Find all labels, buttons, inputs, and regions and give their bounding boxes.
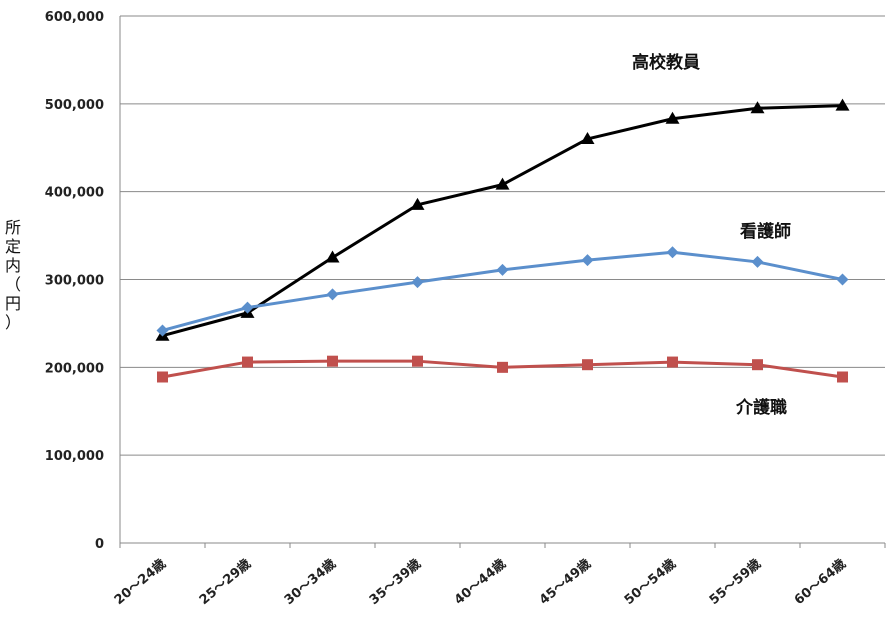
data-point (581, 254, 594, 267)
y-axis-label-char: （ (4, 275, 21, 294)
y-tick-label: 300,000 (45, 274, 104, 289)
series-line (162, 104, 843, 338)
data-point (156, 324, 169, 337)
x-tick-label: 45～49歳 (536, 556, 594, 608)
y-axis-label: 所定内（円） (2, 218, 24, 332)
x-tick-label: 30～34歳 (281, 556, 339, 608)
data-point (837, 371, 848, 383)
x-tick-label: 25～29歳 (196, 556, 254, 608)
data-point (327, 355, 338, 367)
y-tick-label: 100,000 (45, 449, 104, 464)
series-group (155, 98, 850, 383)
data-point (835, 98, 850, 111)
data-point (157, 371, 168, 383)
y-axis-label-char: 所 (4, 218, 21, 237)
data-point (836, 273, 849, 286)
series-labels: 高校教員 看護師 介護職 (632, 52, 791, 418)
y-tick-labels: 0 100,000 200,000 300,000 400,000 500,000 600,… (45, 10, 104, 552)
x-tick-label: 35～39歳 (366, 556, 424, 608)
data-point (411, 276, 424, 289)
y-axis-label-char: 内 (4, 256, 21, 275)
x-tick-label: 50～54歳 (621, 556, 679, 608)
data-point (412, 355, 423, 367)
series-label-nurse: 看護師 (739, 221, 791, 242)
series-label-care: 介護職 (735, 397, 787, 418)
data-point (665, 111, 680, 124)
x-tick-labels: 20～24歳 25～29歳 30～34歳 35～39歳 40～44歳 45～49歳 50～5… (111, 543, 886, 608)
data-point (752, 359, 763, 371)
data-point (667, 356, 678, 368)
data-point (496, 263, 509, 276)
y-tick-label: 500,000 (45, 98, 104, 113)
x-tick-label: 20～24歳 (111, 556, 169, 608)
data-point (666, 246, 679, 259)
data-point (750, 101, 765, 114)
y-axis-label-char: ） (4, 313, 21, 332)
data-point (497, 361, 508, 373)
x-tick-label: 55～59歳 (706, 556, 764, 608)
y-tick-label: 200,000 (45, 361, 104, 376)
data-point (241, 301, 254, 314)
data-point (495, 177, 510, 190)
data-point (242, 356, 253, 368)
series-label-teacher: 高校教員 (632, 52, 700, 73)
data-point (326, 288, 339, 301)
y-axis-label-char: 円 (4, 294, 21, 313)
y-axis-label-char: 定 (4, 237, 21, 256)
y-tick-label: 400,000 (45, 186, 104, 201)
data-point (582, 359, 593, 371)
x-tick-label: 40～44歳 (451, 556, 509, 608)
x-tick-label: 60～64歳 (791, 556, 849, 608)
data-point (580, 131, 595, 144)
y-tick-label: 0 (95, 537, 104, 552)
axes (119, 16, 885, 544)
data-point (325, 250, 340, 263)
data-point (410, 197, 425, 210)
data-point (751, 255, 764, 268)
y-tick-label: 600,000 (45, 10, 104, 25)
